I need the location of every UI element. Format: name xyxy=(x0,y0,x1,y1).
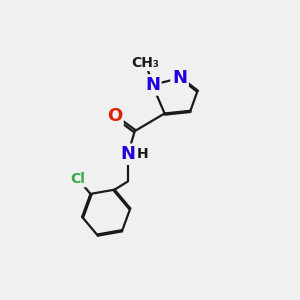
Text: CH₃: CH₃ xyxy=(132,56,160,70)
Text: N: N xyxy=(172,69,187,87)
Text: O: O xyxy=(107,107,122,125)
Text: N: N xyxy=(145,76,160,94)
Text: H: H xyxy=(136,147,148,161)
Text: Cl: Cl xyxy=(70,172,85,186)
Text: N: N xyxy=(120,145,135,163)
